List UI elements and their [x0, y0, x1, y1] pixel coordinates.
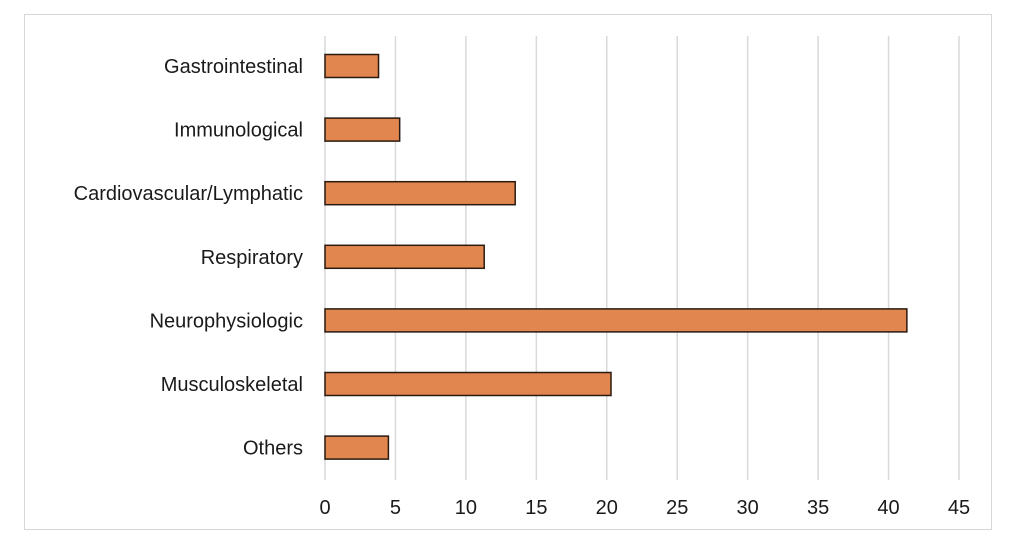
grid-layer [324, 36, 960, 480]
category-label: Others [243, 438, 303, 460]
x-tick-label: 0 [319, 497, 330, 519]
bar-neurophysiologic [324, 308, 908, 333]
x-tick-label: 25 [666, 497, 688, 519]
x-tick-label: 10 [455, 497, 477, 519]
category-label: Gastrointestinal [164, 56, 303, 78]
x-tick-label: 40 [877, 497, 899, 519]
x-tick-label: 5 [390, 497, 401, 519]
category-label: Musculoskeletal [161, 374, 303, 396]
x-tick-label: 30 [737, 497, 759, 519]
x-tick-label: 35 [807, 497, 829, 519]
bar-gastrointestinal [324, 53, 380, 79]
category-label: Immunological [174, 120, 303, 142]
x-tick-layer: 0 5 10 15 20 25 30 35 40 45 [319, 497, 970, 519]
bar-immunological [324, 117, 401, 142]
category-label: Cardiovascular/Lymphatic [74, 183, 303, 205]
category-label: Neurophysiologic [150, 310, 303, 332]
bar-respiratory [324, 244, 485, 270]
bar-others [324, 435, 390, 460]
category-label-layer: Gastrointestinal Immunological Cardiovascu… [74, 56, 303, 460]
bar-musculoskeletal [324, 371, 612, 397]
bar-layer [324, 53, 908, 460]
x-tick-label: 20 [596, 497, 618, 519]
category-label: Respiratory [201, 247, 303, 269]
bar-cardiovascular-lymphatic [324, 180, 516, 206]
x-tick-label: 15 [525, 497, 547, 519]
x-tick-label: 45 [948, 497, 970, 519]
chart-frame [24, 14, 992, 530]
